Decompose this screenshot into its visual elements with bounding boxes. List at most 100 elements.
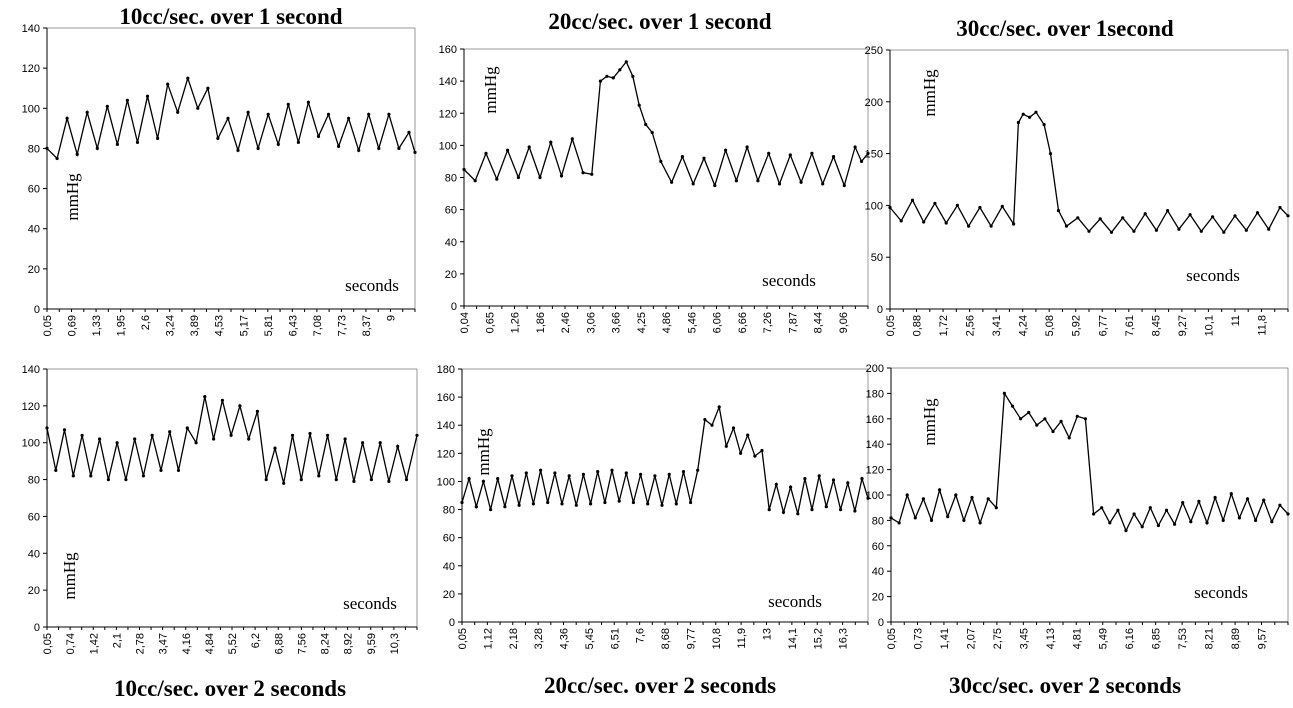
x-tick-label: 10,1 <box>1203 315 1215 336</box>
data-point <box>357 148 361 152</box>
data-point <box>115 142 119 146</box>
data-point <box>624 60 628 64</box>
x-tick-label: 13 <box>762 628 774 640</box>
x-tick-label: 3,28 <box>533 628 545 649</box>
data-point <box>767 508 771 512</box>
data-point <box>1028 115 1032 119</box>
data-point <box>817 474 821 478</box>
data-point <box>95 146 99 150</box>
x-tick-label: 0,05 <box>885 315 897 336</box>
data-point <box>1221 518 1225 523</box>
chart-title: 30cc/sec. over 1second <box>956 16 1174 41</box>
data-point <box>1267 227 1271 231</box>
data-point <box>1116 508 1120 512</box>
data-point <box>560 502 564 506</box>
y-tick-label: 100 <box>866 490 884 502</box>
data-point <box>549 140 553 144</box>
x-tick-label: 1,72 <box>938 315 950 336</box>
series-line <box>890 391 1289 533</box>
data-point <box>1286 214 1290 218</box>
x-tick-label: 8,45 <box>1150 315 1162 336</box>
data-point <box>810 508 814 512</box>
x-tick-label: 7,56 <box>296 633 308 654</box>
x-tick-label: 7,26 <box>762 312 774 333</box>
y-tick-label: 20 <box>28 585 40 597</box>
data-point <box>774 482 778 486</box>
data-point <box>810 151 814 155</box>
x-tick-label: 9,57 <box>1257 628 1269 649</box>
y-tick-label: 20 <box>28 264 40 276</box>
data-point <box>1012 222 1016 226</box>
data-point <box>397 146 401 150</box>
data-point <box>334 478 338 482</box>
x-tick-label: 7,08 <box>312 315 324 336</box>
data-point <box>989 224 993 228</box>
data-point <box>846 481 850 485</box>
data-point <box>653 474 657 478</box>
x-axis-label: seconds <box>768 592 822 611</box>
x-tick-label: 3,66 <box>611 312 623 333</box>
data-point <box>617 499 621 503</box>
data-point <box>670 180 674 184</box>
x-tick-label: 0,88 <box>912 315 924 336</box>
data-point <box>516 175 521 180</box>
y-tick-label: 40 <box>28 224 40 236</box>
data-point <box>75 152 79 156</box>
chart-panel-3: 30cc/sec. over 1second 0 50 100 150 200 250 0,0… <box>865 16 1290 336</box>
y-tick-label: 140 <box>866 439 884 451</box>
data-point <box>247 437 251 441</box>
x-tick-label: 0,65 <box>484 312 496 333</box>
y-tick-label: 80 <box>872 515 884 527</box>
data-point <box>922 220 926 224</box>
data-point <box>415 433 419 437</box>
data-point <box>559 174 564 178</box>
y-tick-label: 100 <box>22 103 40 115</box>
data-point <box>910 198 915 202</box>
x-tick-label: 9 <box>385 315 397 321</box>
data-point <box>1156 523 1160 528</box>
data-point <box>724 148 728 152</box>
x-tick-label: 5,92 <box>1071 315 1083 336</box>
y-tick-label: 180 <box>437 364 455 376</box>
x-tick-label: 3,41 <box>991 315 1003 336</box>
data-point <box>777 182 782 186</box>
data-point <box>264 478 268 482</box>
data-point <box>206 86 210 90</box>
data-point <box>71 474 75 478</box>
x-tick-label: 6,16 <box>1124 628 1136 649</box>
y-tick-label: 60 <box>872 541 884 553</box>
data-point <box>853 509 857 513</box>
data-point <box>866 151 870 155</box>
x-tick-label: 9,77 <box>685 628 697 649</box>
data-point <box>194 441 198 445</box>
x-tick-label: 4,86 <box>661 312 673 333</box>
data-point <box>517 503 521 507</box>
data-point <box>567 474 571 478</box>
x-tick-label: 5,45 <box>584 628 596 649</box>
data-point <box>317 474 321 478</box>
plot-frame <box>46 27 416 310</box>
data-point <box>1083 417 1087 421</box>
data-point <box>646 502 650 506</box>
x-tick-label: 6,66 <box>737 312 749 333</box>
data-point <box>524 471 528 475</box>
data-point <box>753 454 757 458</box>
x-tick-label: 8,21 <box>1204 628 1216 649</box>
x-tick-label: 5,49 <box>1098 628 1110 649</box>
data-point <box>495 177 499 181</box>
data-point <box>135 140 140 144</box>
data-point <box>603 500 607 505</box>
data-point <box>746 433 750 437</box>
x-tick-label: 6,2 <box>250 633 262 648</box>
data-point <box>299 478 303 482</box>
data-point <box>831 155 836 159</box>
y-tick-label: 80 <box>445 173 457 185</box>
data-point <box>702 156 706 160</box>
y-tick-label: 40 <box>872 566 884 578</box>
data-point <box>1087 229 1091 233</box>
chart-panel-2: 20cc/sec. over 1 second 0 20 40 60 80 100 120 14… <box>439 9 870 333</box>
x-tick-label: 9,59 <box>366 633 378 654</box>
data-point <box>637 103 641 107</box>
data-point <box>760 448 764 453</box>
data-point <box>473 179 477 183</box>
